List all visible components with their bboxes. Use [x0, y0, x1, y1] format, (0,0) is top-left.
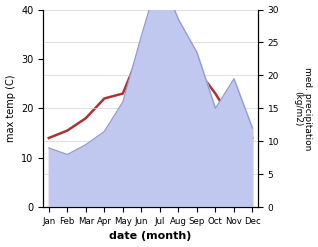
Y-axis label: max temp (C): max temp (C)	[5, 75, 16, 142]
X-axis label: date (month): date (month)	[109, 231, 192, 242]
Y-axis label: med. precipitation
(kg/m2): med. precipitation (kg/m2)	[293, 67, 313, 150]
